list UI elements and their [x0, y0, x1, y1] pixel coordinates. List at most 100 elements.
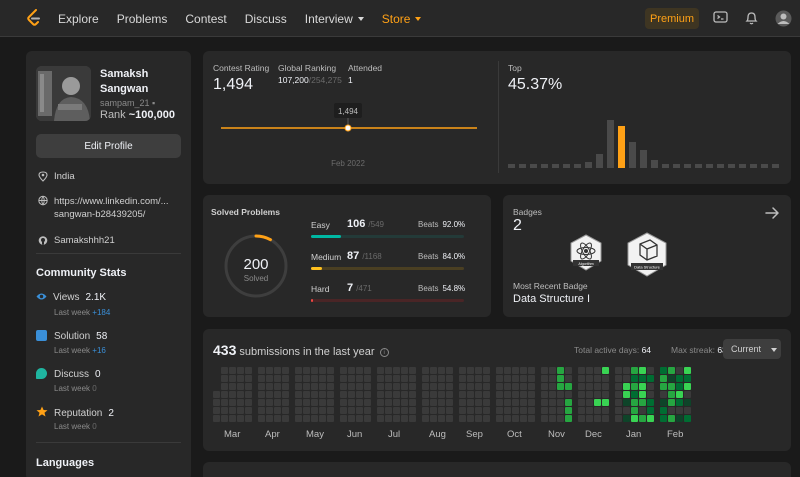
- heatmap-cell[interactable]: [459, 415, 466, 422]
- heatmap-cell[interactable]: [565, 399, 572, 406]
- heatmap-cell[interactable]: [364, 391, 371, 398]
- heatmap-cell[interactable]: [623, 375, 630, 382]
- submission-heatmap[interactable]: [213, 367, 783, 425]
- heatmap-cell[interactable]: [422, 391, 429, 398]
- heatmap-cell[interactable]: [512, 391, 519, 398]
- heatmap-cell[interactable]: [303, 367, 310, 374]
- heatmap-cell[interactable]: [557, 375, 564, 382]
- heatmap-cell[interactable]: [459, 407, 466, 414]
- heatmap-cell[interactable]: [266, 375, 273, 382]
- heatmap-cell[interactable]: [274, 399, 281, 406]
- heatmap-cell[interactable]: [676, 399, 683, 406]
- heatmap-cell[interactable]: [520, 407, 527, 414]
- heatmap-cell[interactable]: [639, 375, 646, 382]
- histogram-bar[interactable]: [596, 154, 603, 168]
- heatmap-cell[interactable]: [615, 383, 622, 390]
- heatmap-cell[interactable]: [520, 375, 527, 382]
- heatmap-cell[interactable]: [512, 407, 519, 414]
- heatmap-cell[interactable]: [459, 367, 466, 374]
- heatmap-cell[interactable]: [237, 383, 244, 390]
- histogram-bar[interactable]: [585, 162, 592, 168]
- heatmap-cell[interactable]: [446, 415, 453, 422]
- heatmap-cell[interactable]: [639, 415, 646, 422]
- histogram-bar[interactable]: [651, 160, 658, 168]
- heatmap-cell[interactable]: [409, 399, 416, 406]
- heatmap-cell[interactable]: [676, 407, 683, 414]
- heatmap-cell[interactable]: [295, 415, 302, 422]
- heatmap-cell[interactable]: [647, 367, 654, 374]
- heatmap-cell[interactable]: [430, 375, 437, 382]
- heatmap-cell[interactable]: [274, 383, 281, 390]
- heatmap-cell[interactable]: [409, 407, 416, 414]
- heatmap-cell[interactable]: [311, 375, 318, 382]
- nav-contest[interactable]: Contest: [185, 11, 227, 26]
- heatmap-cell[interactable]: [459, 383, 466, 390]
- heatmap-cell[interactable]: [327, 415, 334, 422]
- heatmap-cell[interactable]: [467, 415, 474, 422]
- heatmap-cell[interactable]: [356, 399, 363, 406]
- heatmap-cell[interactable]: [377, 375, 384, 382]
- heatmap-cell[interactable]: [504, 407, 511, 414]
- heatmap-cell[interactable]: [602, 399, 609, 406]
- website-row[interactable]: https://www.linkedin.com/... sangwan-b284…: [36, 195, 169, 221]
- heatmap-cell[interactable]: [430, 415, 437, 422]
- heatmap-cell[interactable]: [520, 383, 527, 390]
- heatmap-cell[interactable]: [684, 407, 691, 414]
- heatmap-cell[interactable]: [504, 415, 511, 422]
- heatmap-cell[interactable]: [348, 375, 355, 382]
- heatmap-cell[interactable]: [311, 383, 318, 390]
- heatmap-cell[interactable]: [668, 383, 675, 390]
- heatmap-cell[interactable]: [303, 407, 310, 414]
- histogram-bar-user[interactable]: [618, 126, 625, 168]
- heatmap-cell[interactable]: [602, 415, 609, 422]
- heatmap-cell[interactable]: [377, 407, 384, 414]
- heatmap-cell[interactable]: [483, 407, 490, 414]
- heatmap-cell[interactable]: [528, 367, 535, 374]
- heatmap-cell[interactable]: [467, 399, 474, 406]
- heatmap-cell[interactable]: [393, 367, 400, 374]
- heatmap-cell[interactable]: [549, 399, 556, 406]
- heatmap-cell[interactable]: [446, 399, 453, 406]
- heatmap-cell[interactable]: [221, 407, 228, 414]
- histogram-bar[interactable]: [706, 164, 713, 168]
- heatmap-cell[interactable]: [221, 399, 228, 406]
- heatmap-cell[interactable]: [438, 399, 445, 406]
- heatmap-cell[interactable]: [364, 383, 371, 390]
- heatmap-cell[interactable]: [528, 415, 535, 422]
- heatmap-cell[interactable]: [245, 383, 252, 390]
- histogram-bar[interactable]: [552, 164, 559, 168]
- heatmap-cell[interactable]: [623, 407, 630, 414]
- heatmap-cell[interactable]: [422, 367, 429, 374]
- heatmap-cell[interactable]: [422, 383, 429, 390]
- heatmap-cell[interactable]: [409, 415, 416, 422]
- histogram-bar[interactable]: [750, 164, 757, 168]
- heatmap-cell[interactable]: [356, 375, 363, 382]
- heatmap-cell[interactable]: [430, 407, 437, 414]
- heatmap-cell[interactable]: [684, 391, 691, 398]
- heatmap-cell[interactable]: [327, 375, 334, 382]
- heatmap-cell[interactable]: [319, 375, 326, 382]
- heatmap-cell[interactable]: [557, 391, 564, 398]
- heatmap-cell[interactable]: [475, 367, 482, 374]
- heatmap-cell[interactable]: [274, 391, 281, 398]
- heatmap-cell[interactable]: [512, 375, 519, 382]
- heatmap-cell[interactable]: [356, 391, 363, 398]
- heatmap-cell[interactable]: [340, 407, 347, 414]
- heatmap-cell[interactable]: [512, 383, 519, 390]
- heatmap-cell[interactable]: [221, 375, 228, 382]
- heatmap-cell[interactable]: [578, 407, 585, 414]
- heatmap-cell[interactable]: [668, 375, 675, 382]
- heatmap-cell[interactable]: [549, 375, 556, 382]
- heatmap-cell[interactable]: [401, 407, 408, 414]
- heatmap-cell[interactable]: [303, 415, 310, 422]
- heatmap-cell[interactable]: [496, 415, 503, 422]
- heatmap-cell[interactable]: [631, 407, 638, 414]
- heatmap-cell[interactable]: [549, 407, 556, 414]
- heatmap-cell[interactable]: [303, 383, 310, 390]
- leetcode-logo-icon[interactable]: [26, 9, 42, 27]
- heatmap-cell[interactable]: [266, 415, 273, 422]
- heatmap-cell[interactable]: [512, 399, 519, 406]
- heatmap-cell[interactable]: [282, 391, 289, 398]
- heatmap-cell[interactable]: [266, 399, 273, 406]
- heatmap-cell[interactable]: [676, 375, 683, 382]
